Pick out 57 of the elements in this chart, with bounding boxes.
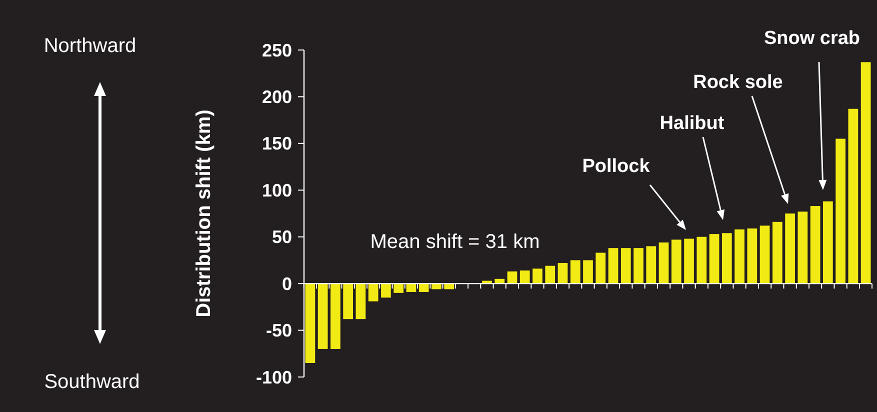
bar [596, 252, 606, 284]
bar [634, 248, 644, 284]
annotation: Pollock [582, 156, 650, 177]
bar [444, 284, 454, 290]
bar [532, 268, 542, 284]
bar [848, 108, 858, 284]
bar [558, 263, 568, 284]
bar [305, 284, 316, 363]
bar [368, 284, 378, 302]
bar [671, 240, 682, 284]
annotation: Halibut [660, 113, 725, 134]
bar [836, 138, 846, 284]
bar [507, 271, 518, 284]
annotation: Mean shift = 31 km [370, 231, 540, 253]
bar [798, 212, 808, 284]
bar [860, 62, 871, 284]
bar [520, 270, 530, 284]
y-tick-label: 250 [262, 40, 292, 60]
y-tick-label: -100 [256, 367, 292, 388]
text: Northward [44, 35, 136, 57]
bar [583, 260, 593, 284]
bar [684, 238, 694, 284]
y-tick-label: 200 [262, 87, 292, 108]
bar [570, 260, 580, 284]
text: Snow crab [764, 28, 860, 49]
bar [810, 206, 820, 284]
bar [620, 248, 631, 284]
bar [545, 266, 556, 284]
bar [722, 233, 732, 284]
bar [658, 242, 669, 284]
text: Southward [44, 371, 140, 393]
bar [696, 236, 707, 284]
bar [823, 201, 833, 284]
bar [356, 284, 366, 320]
bar [432, 284, 442, 290]
y-tick-label: -50 [266, 320, 292, 341]
bar [785, 214, 795, 284]
bar [709, 234, 720, 284]
bar [418, 284, 429, 292]
bar [608, 248, 618, 284]
bar [772, 222, 782, 284]
bar [734, 229, 744, 284]
bar [747, 228, 758, 284]
bar [394, 284, 404, 293]
bar [381, 284, 391, 298]
bar [318, 284, 328, 349]
y-tick-label: 50 [272, 227, 292, 248]
bar [760, 226, 770, 284]
y-tick-label: 100 [262, 180, 292, 200]
y-tick-label: 150 [262, 134, 292, 154]
bar [343, 284, 353, 320]
bar [406, 284, 416, 292]
y-tick-label: 0 [282, 274, 292, 294]
y-axis-title: Distribution shift (km) [193, 110, 215, 318]
annotation: Rock sole [693, 72, 783, 93]
bar [646, 246, 656, 284]
bar [330, 284, 340, 349]
